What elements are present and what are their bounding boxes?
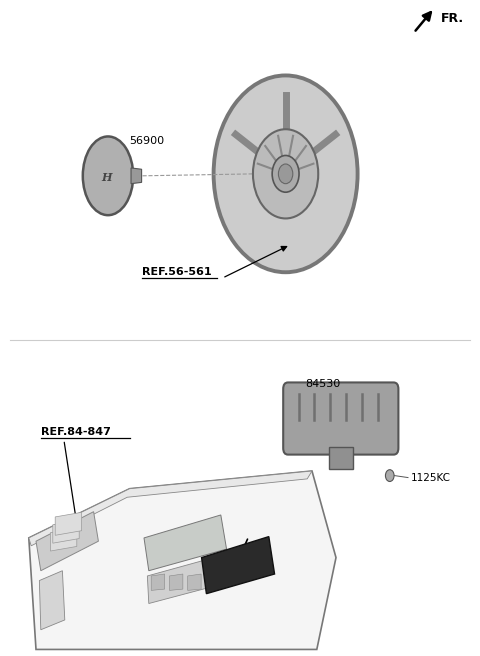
Text: 1125KC: 1125KC — [410, 472, 450, 483]
Text: REF.84-847: REF.84-847 — [41, 426, 111, 437]
Circle shape — [385, 470, 394, 482]
Polygon shape — [329, 447, 353, 469]
Polygon shape — [188, 574, 201, 590]
Polygon shape — [151, 574, 165, 590]
Polygon shape — [55, 512, 82, 535]
Polygon shape — [29, 471, 312, 546]
Circle shape — [272, 155, 299, 192]
Polygon shape — [50, 528, 77, 551]
Circle shape — [278, 164, 293, 184]
Polygon shape — [36, 512, 98, 571]
Circle shape — [253, 129, 318, 218]
FancyBboxPatch shape — [283, 382, 398, 455]
Polygon shape — [202, 537, 275, 594]
Circle shape — [214, 75, 358, 272]
Polygon shape — [39, 571, 65, 630]
Polygon shape — [206, 574, 219, 590]
Text: H: H — [101, 172, 112, 182]
Text: REF.56-561: REF.56-561 — [142, 267, 211, 277]
Text: 84530: 84530 — [305, 379, 340, 389]
Polygon shape — [29, 471, 336, 649]
Text: 56900: 56900 — [130, 136, 165, 146]
Polygon shape — [169, 574, 183, 590]
Polygon shape — [131, 168, 142, 184]
Ellipse shape — [83, 136, 133, 215]
Polygon shape — [144, 515, 227, 571]
Text: FR.: FR. — [441, 12, 464, 25]
Polygon shape — [147, 554, 228, 604]
Polygon shape — [53, 520, 79, 543]
